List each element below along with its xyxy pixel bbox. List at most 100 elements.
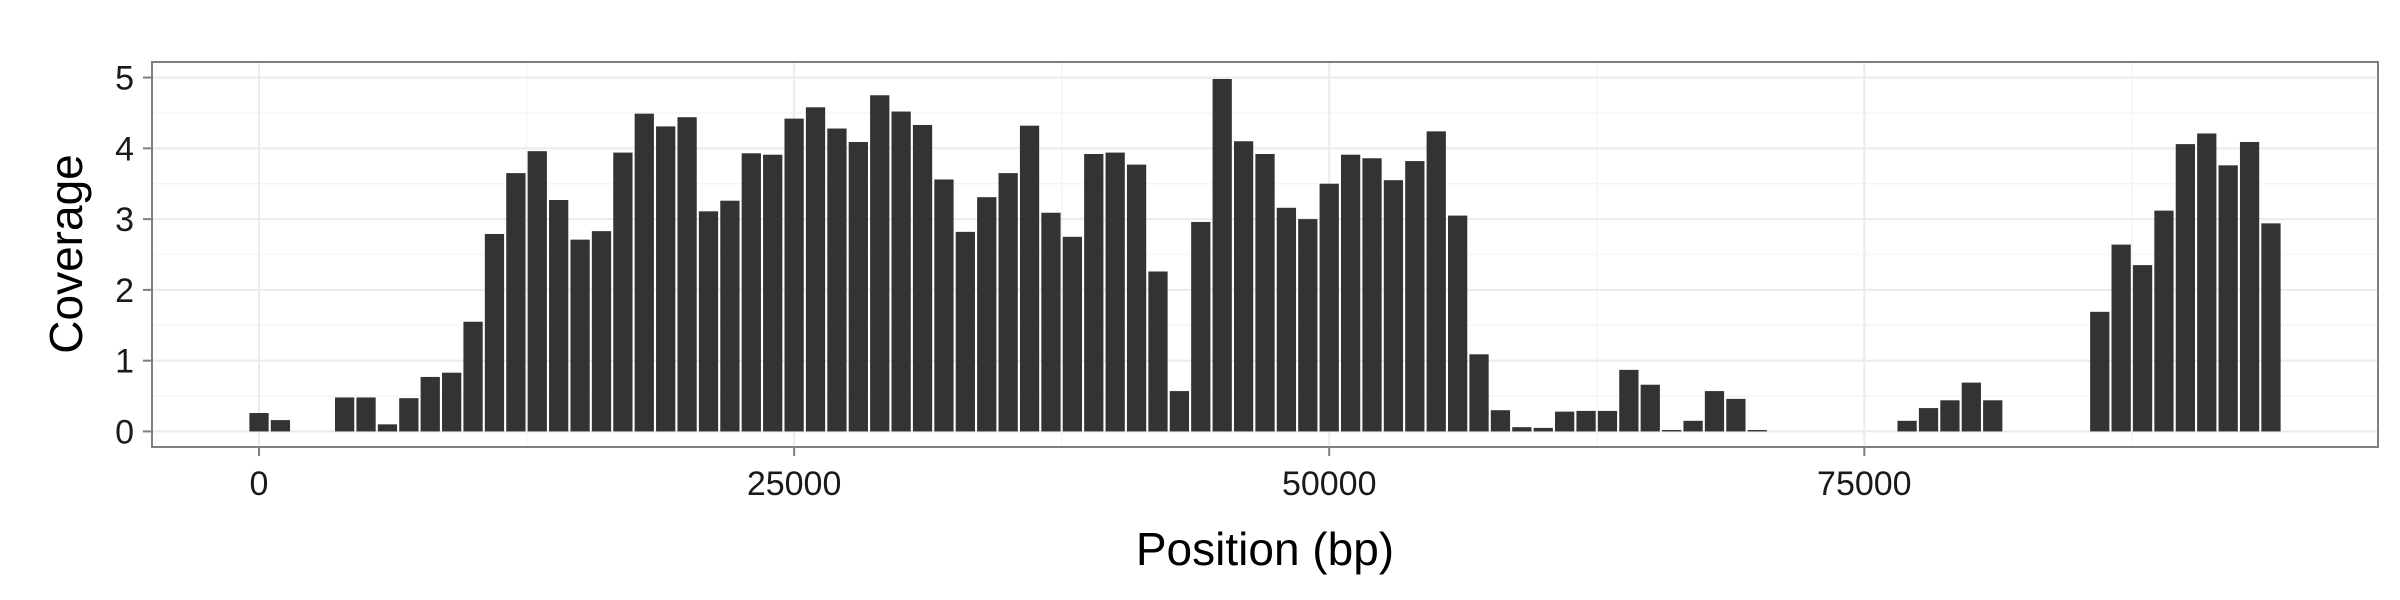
y-tick-label: 0 [115, 413, 134, 451]
x-tick-label: 0 [250, 465, 269, 503]
coverage-bar [1448, 215, 1468, 432]
coverage-bar [356, 397, 376, 432]
coverage-bar [870, 95, 890, 432]
coverage-bar [848, 141, 868, 432]
y-tick-label: 3 [115, 201, 134, 239]
y-tick-label: 4 [115, 130, 134, 168]
x-axis: 0 25000 50000 75000 [250, 447, 1912, 503]
coverage-bar [741, 153, 761, 432]
coverage-bar [1062, 236, 1082, 432]
y-tick-label: 1 [115, 343, 134, 381]
coverage-bar [1897, 420, 1917, 432]
coverage-bar [1512, 427, 1532, 432]
coverage-bar [1340, 154, 1361, 432]
coverage-bar [1469, 354, 1489, 432]
coverage-bar [827, 128, 847, 432]
coverage-bar [955, 231, 975, 432]
coverage-bar [977, 197, 997, 432]
coverage-bar [1619, 369, 1639, 432]
coverage-bar [1298, 219, 1318, 432]
coverage-bar [805, 107, 826, 432]
coverage-bar [2175, 144, 2195, 432]
bars [249, 78, 2281, 432]
coverage-bar [549, 200, 569, 432]
coverage-bar [1019, 125, 1040, 432]
coverage-bar [613, 152, 633, 432]
coverage-bar [1148, 271, 1168, 432]
coverage-bar [2132, 265, 2153, 432]
coverage-bar [1191, 221, 1211, 432]
coverage-bar [1084, 154, 1104, 432]
coverage-bar [1383, 180, 1404, 432]
coverage-bar [1105, 152, 1125, 432]
coverage-bar [2218, 165, 2238, 432]
coverage-bar [1704, 391, 1725, 432]
coverage-bar [1276, 207, 1297, 432]
coverage-bar [1255, 154, 1275, 432]
coverage-bar [2261, 223, 2281, 432]
coverage-bar [1212, 78, 1232, 432]
coverage-bar [2090, 311, 2110, 432]
coverage-bar [763, 154, 783, 432]
y-tick-label: 2 [115, 272, 134, 310]
y-tick-label: 5 [115, 60, 134, 98]
coverage-bar [1747, 430, 1767, 432]
coverage-bar [1126, 164, 1147, 432]
coverage-bar [1233, 141, 1254, 432]
coverage-bar [442, 372, 462, 432]
coverage-bar [1319, 183, 1339, 432]
coverage-bar [1918, 408, 1939, 432]
coverage-bar [1041, 212, 1061, 432]
coverage-bar [1576, 410, 1596, 432]
coverage-bar [1662, 430, 1682, 432]
panel-border [151, 61, 2379, 448]
coverage-bar [506, 173, 526, 432]
coverage-bar [1533, 427, 1553, 432]
coverage-bar [1490, 410, 1511, 432]
coverage-bar [912, 124, 933, 432]
coverage-bar [484, 233, 505, 432]
coverage-bar [420, 376, 440, 432]
x-tick-label: 25000 [747, 465, 842, 503]
coverage-bar [1640, 384, 1660, 432]
coverage-bar [1426, 131, 1446, 432]
coverage-bar [1555, 411, 1575, 432]
y-axis: 0 1 2 3 4 5 [115, 60, 152, 451]
coverage-bar [891, 111, 911, 432]
coverage-bar [463, 321, 483, 432]
coverage-bar [934, 179, 954, 432]
coverage-bar [570, 239, 590, 432]
coverage-bar [335, 397, 355, 432]
coverage-bar [698, 211, 719, 432]
coverage-bar [1169, 391, 1190, 432]
coverage-bar [270, 420, 291, 432]
coverage-bar [634, 113, 654, 432]
coverage-bar [2154, 210, 2174, 432]
coverage-bar [784, 118, 804, 432]
coverage-bar [1940, 400, 1960, 432]
coverage-bar [998, 173, 1018, 432]
coverage-bar [527, 151, 547, 432]
coverage-bar [2111, 244, 2131, 432]
y-axis-title: Coverage [40, 154, 92, 353]
x-tick-label: 75000 [1817, 465, 1912, 503]
coverage-bar [1362, 158, 1382, 432]
coverage-bar [656, 126, 676, 432]
coverage-bar [720, 200, 740, 432]
coverage-bar [2239, 141, 2260, 432]
x-axis-title: Position (bp) [1136, 523, 1394, 575]
coverage-bar [1961, 382, 1981, 432]
coverage-bar [677, 117, 697, 432]
coverage-bar [1405, 161, 1425, 432]
coverage-bar [399, 398, 419, 432]
x-tick-label: 50000 [1282, 465, 1377, 503]
coverage-bar [377, 424, 398, 432]
coverage-bar [2197, 133, 2217, 432]
coverage-bar [591, 231, 612, 432]
coverage-bar [1726, 398, 1746, 432]
coverage-bar [249, 413, 269, 432]
coverage-bar [1983, 400, 2003, 432]
coverage-bar [1597, 410, 1618, 432]
coverage-bar [1683, 420, 1703, 432]
